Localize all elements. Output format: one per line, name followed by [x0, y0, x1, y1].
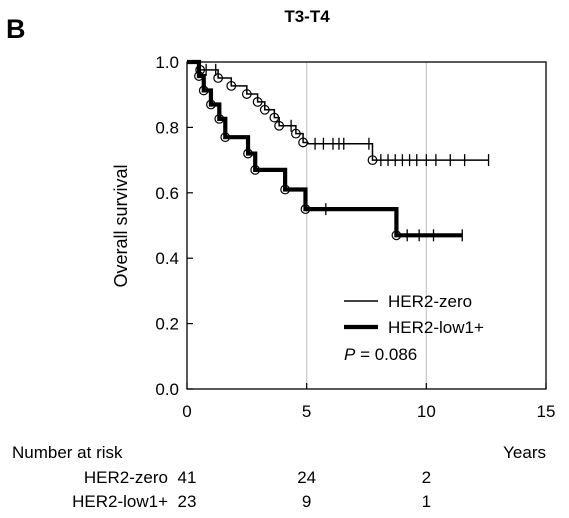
y-tick-label: 0.0	[155, 380, 179, 399]
event-marker	[280, 184, 291, 195]
x-tick-label: 10	[417, 402, 436, 421]
x-tick-label: 0	[182, 402, 191, 421]
risk-row-label-her2-zero: HER2-zero	[84, 468, 168, 487]
y-tick-label: 0.6	[155, 184, 179, 203]
risk-count: 9	[302, 492, 311, 511]
event-marker	[274, 120, 285, 131]
p-value-letter: P	[344, 345, 356, 364]
event-marker	[206, 99, 216, 110]
p-value-text: = 0.086	[355, 345, 417, 364]
risk-row-label-her2-low: HER2-low1+	[72, 492, 168, 511]
survival-curves	[187, 59, 490, 242]
event-marker	[252, 96, 263, 107]
survival-curve-line	[187, 61, 489, 161]
event-marker	[241, 89, 252, 99]
axis-ticks: 0 5 10 15 0.0 0.2 0.4 0.6 0.8 1.0	[155, 53, 555, 421]
event-marker	[214, 113, 225, 124]
event-marker	[220, 132, 231, 143]
y-tick-label: 0.2	[155, 315, 179, 334]
event-marker	[298, 137, 308, 148]
series-her2-zero	[187, 61, 490, 167]
y-tick-label: 1.0	[155, 53, 179, 72]
event-marker	[367, 155, 378, 166]
event-marker	[226, 80, 237, 91]
gridlines	[306, 62, 427, 389]
x-tick-label: 5	[302, 402, 311, 421]
event-marker	[300, 204, 311, 215]
panel-label: B	[6, 14, 26, 44]
series-her2-low	[187, 59, 463, 242]
event-marker	[213, 73, 224, 83]
risk-count: 41	[178, 468, 197, 487]
legend-label-her2-zero: HER2-zero	[388, 292, 472, 311]
legend: HER2-zero HER2-low1+ P = 0.086	[344, 292, 484, 364]
y-axis-label: Overall survival	[111, 164, 131, 287]
plot-frame	[186, 61, 547, 390]
event-marker	[250, 165, 261, 175]
event-marker	[290, 128, 301, 139]
x-tick-label: 15	[537, 402, 556, 421]
event-marker	[194, 71, 204, 81]
risk-counts: 41 24 2 23 9 1	[178, 468, 432, 511]
risk-count: 2	[422, 468, 431, 487]
legend-label-her2-low: HER2-low1+	[388, 318, 484, 337]
event-marker	[269, 112, 280, 123]
survival-curve-line	[187, 59, 463, 238]
chart-title: T3-T4	[284, 7, 330, 26]
p-value-annotation: P = 0.086	[344, 345, 417, 364]
risk-count: 24	[297, 468, 316, 487]
event-marker	[243, 148, 253, 159]
risk-table-header: Number at risk	[12, 443, 123, 462]
event-marker	[259, 104, 270, 115]
event-marker	[391, 230, 402, 241]
risk-table-unit-label: Years	[503, 443, 546, 462]
number-at-risk-table: Number at risk Years HER2-zero HER2-low1…	[12, 443, 546, 511]
risk-count: 23	[178, 492, 197, 511]
y-tick-label: 0.4	[155, 249, 179, 268]
risk-count: 1	[422, 492, 431, 511]
event-marker	[198, 85, 209, 96]
y-tick-label: 0.8	[155, 118, 179, 137]
